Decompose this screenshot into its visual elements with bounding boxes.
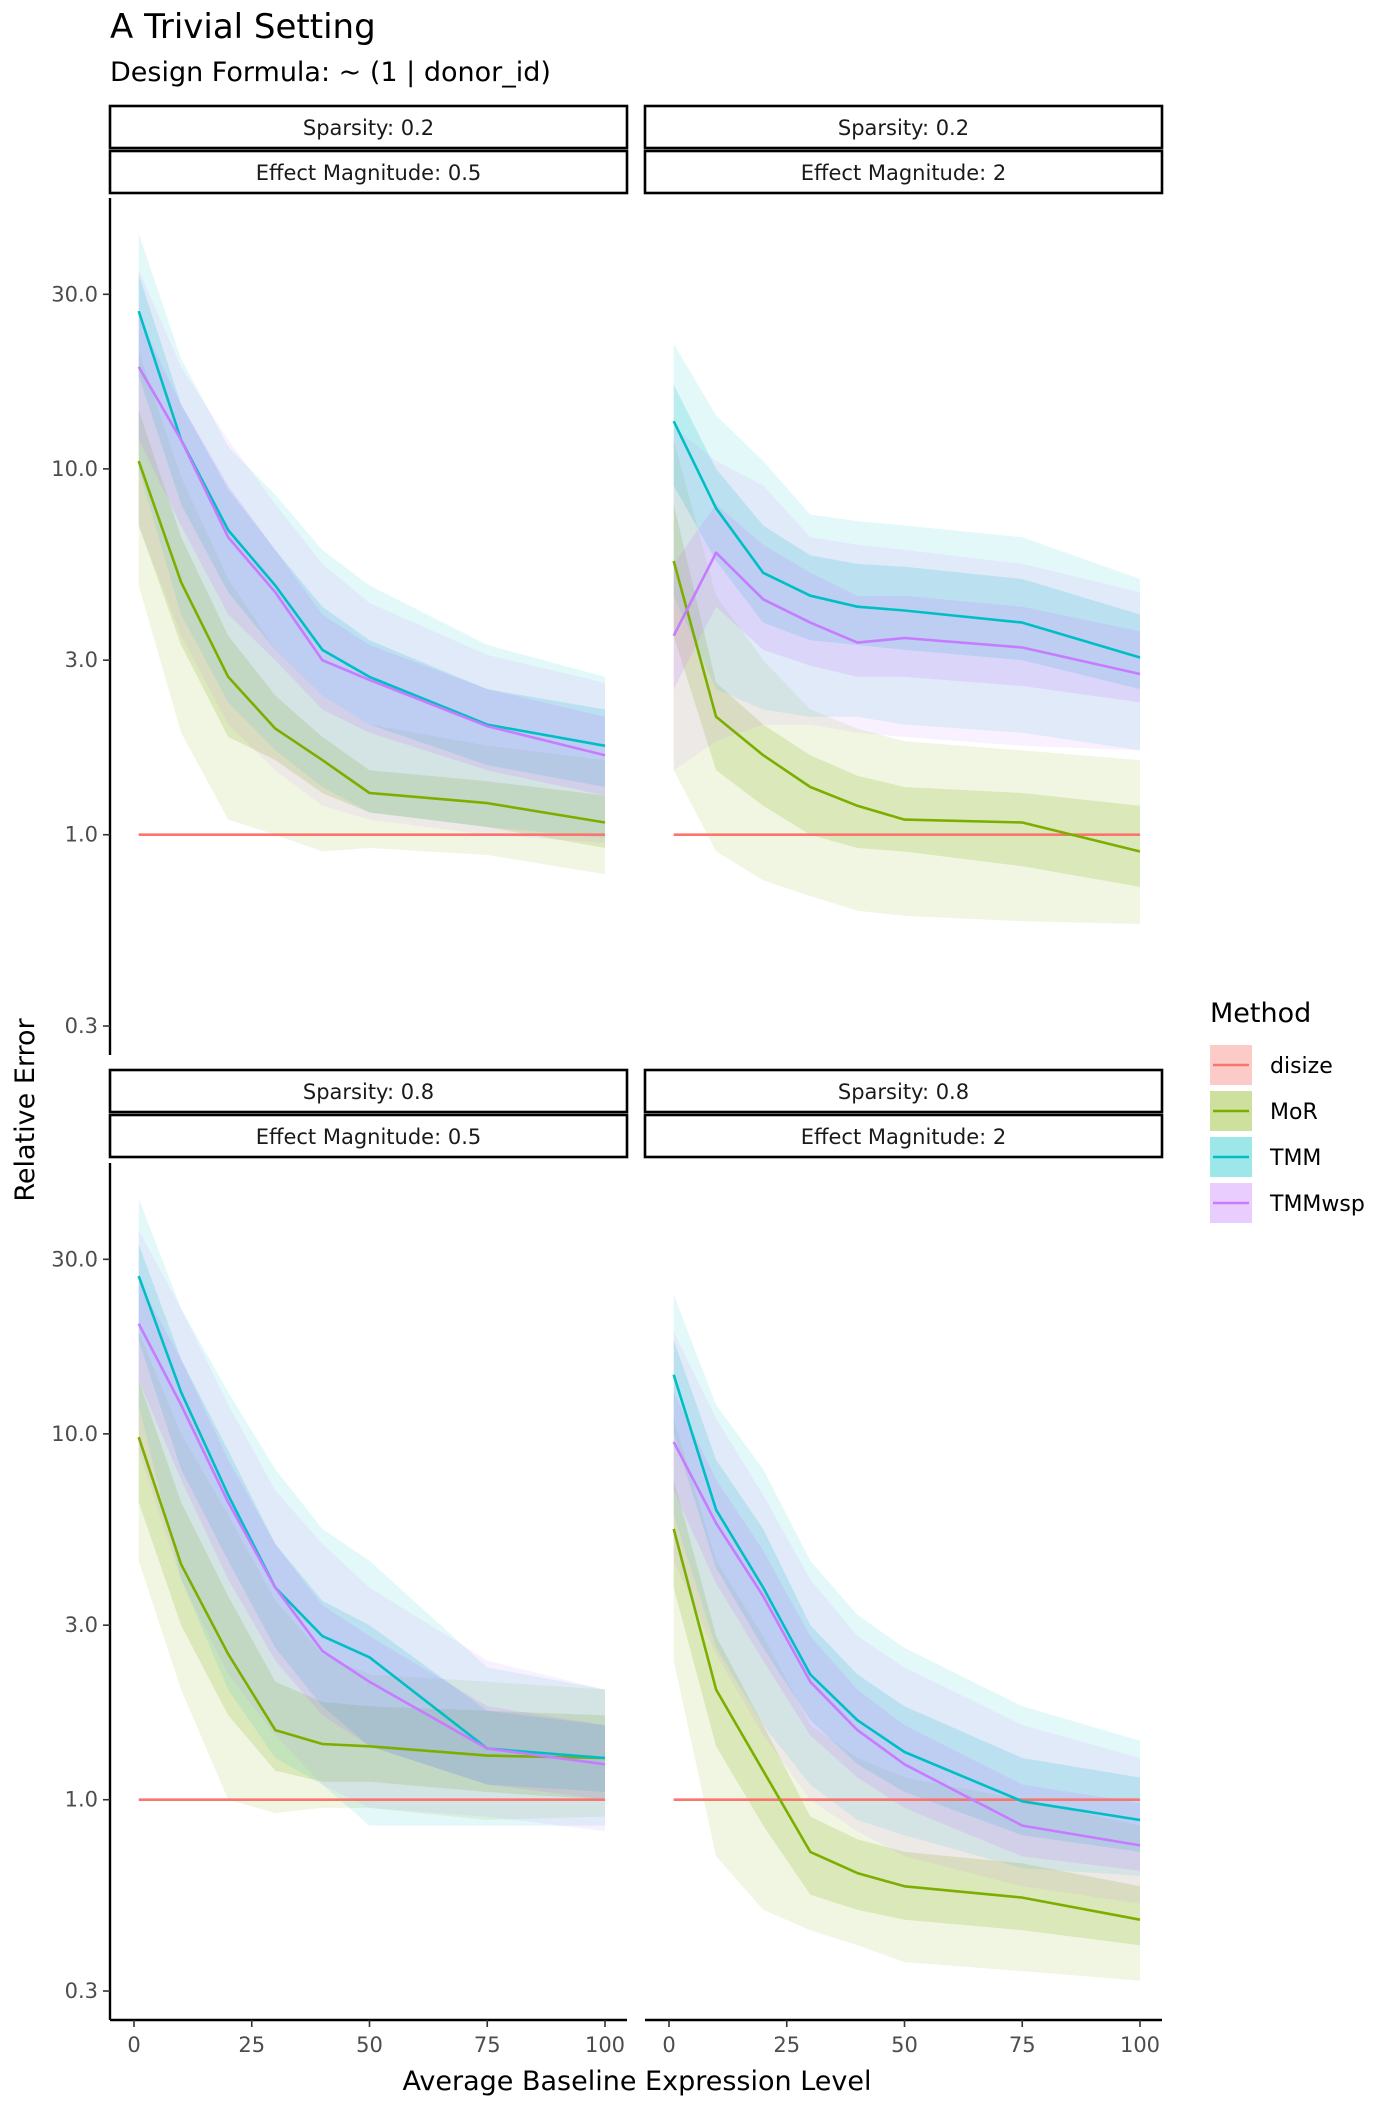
y-tick-label: 1.0 — [65, 1788, 98, 1812]
TMMwsp-outer-ribbon — [673, 1331, 1140, 1904]
facet-panel: Sparsity: 0.8 Effect Magnitude: 0.5 — [108, 1068, 629, 1832]
legend-item-disize: disize — [1210, 1045, 1333, 1085]
x-tick-label: 0 — [127, 2033, 140, 2057]
legend-label-tmmwsp: TMMwsp — [1269, 1192, 1365, 1217]
x-tick-label: 100 — [585, 2033, 625, 2057]
y-tick-label: 10.0 — [51, 1422, 98, 1446]
legend-item-tmmwsp: TMMwsp — [1210, 1183, 1365, 1223]
TMMwsp-outer-ribbon — [138, 269, 605, 843]
facet-panel: Sparsity: 0.8 Effect Magnitude: 2 — [643, 1068, 1164, 1981]
x-tick-label: 50 — [356, 2033, 383, 2057]
MoR-outer-ribbon — [673, 1418, 1140, 1981]
y-tick-label: 3.0 — [65, 1613, 98, 1637]
x-tick-label: 50 — [891, 2033, 918, 2057]
TMMwsp-inner-ribbon — [673, 1392, 1140, 1871]
y-tick-label: 1.0 — [65, 823, 98, 847]
strip-sparsity-label: Sparsity: 0.8 — [838, 1080, 969, 1104]
legend-item-tmm: TMM — [1210, 1137, 1321, 1177]
legend-items: disize MoR TMM TMMwsp — [1210, 1045, 1365, 1223]
facet-panel: Sparsity: 0.2 Effect Magnitude: 2 — [643, 104, 1164, 924]
TMM-outer-ribbon — [138, 233, 605, 838]
y-tick-label: 3.0 — [65, 648, 98, 672]
strip-sparsity-box — [643, 1068, 1164, 1114]
TMM-outer-ribbon — [673, 1294, 1140, 1876]
chart-title: A Trivial Setting — [110, 7, 376, 47]
x-tick-label: 25 — [238, 2033, 265, 2057]
TMM-inner-ribbon — [138, 274, 605, 787]
TMMwsp-line — [672, 551, 1141, 676]
y-tick-label: 10.0 — [51, 457, 98, 481]
y-axis-title: Relative Error — [10, 1017, 41, 1201]
TMM-line — [672, 1374, 1141, 1822]
y-tick-label: 0.3 — [65, 1014, 98, 1038]
MoR-line — [672, 560, 1141, 853]
strip-effect-box — [643, 1113, 1164, 1159]
x-tick-label: 100 — [1120, 2033, 1160, 2057]
strip-sparsity-box — [108, 104, 629, 150]
TMMwsp-outer-ribbon — [673, 427, 1140, 771]
legend-label-disize: disize — [1270, 1054, 1333, 1079]
TMMwsp-inner-ribbon — [138, 1282, 605, 1800]
strip-effect-box — [108, 1113, 629, 1159]
strip-sparsity-box — [108, 1068, 629, 1114]
legend-title: Method — [1210, 998, 1311, 1029]
TMMwsp-inner-ribbon — [673, 504, 1140, 703]
TMM-line — [137, 1275, 606, 1760]
legend-item-mor: MoR — [1210, 1091, 1318, 1131]
strip-sparsity-label: Sparsity: 0.8 — [303, 1080, 434, 1104]
strip-sparsity-box — [643, 104, 1164, 150]
TMMwsp-outer-ribbon — [138, 1230, 605, 1832]
MoR-outer-ribbon — [138, 351, 605, 875]
strip-effect-label: Effect Magnitude: 2 — [801, 1125, 1006, 1149]
strip-effect-label: Effect Magnitude: 2 — [801, 161, 1006, 185]
y-tick-label: 30.0 — [51, 282, 98, 306]
y-tick-label: 0.3 — [65, 1979, 98, 2003]
axes: 0.3 1.0 3.0 10.0 30.0 0.3 1.0 3.0 10.0 30.0 0 25 50 7… — [51, 198, 1162, 2057]
MoR-inner-ribbon — [138, 409, 605, 848]
strip-sparsity-label: Sparsity: 0.2 — [303, 116, 434, 140]
x-tick-label: 75 — [1009, 2033, 1036, 2057]
strip-effect-label: Effect Magnitude: 0.5 — [256, 161, 482, 185]
strip-effect-box — [108, 149, 629, 195]
legend-label-mor: MoR — [1270, 1100, 1318, 1125]
legend: Method disize MoR TMM TMMwsp — [1210, 998, 1365, 1223]
MoR-line — [137, 1436, 606, 1760]
MoR-line — [672, 1528, 1141, 1921]
legend-label-tmm: TMM — [1269, 1146, 1321, 1171]
TMMwsp-line — [137, 1323, 606, 1766]
MoR-inner-ribbon — [673, 1479, 1140, 1946]
TMMwsp-inner-ribbon — [138, 317, 605, 796]
x-tick-label: 0 — [662, 2033, 675, 2057]
MoR-inner-ribbon — [138, 1380, 605, 1800]
TMMwsp-line — [672, 1441, 1141, 1847]
strip-effect-label: Effect Magnitude: 0.5 — [256, 1125, 482, 1149]
TMMwsp-line — [137, 366, 606, 757]
TMM-line — [672, 420, 1141, 659]
MoR-outer-ribbon — [673, 439, 1140, 924]
strip-sparsity-label: Sparsity: 0.2 — [838, 116, 969, 140]
y-tick-label: 30.0 — [51, 1247, 98, 1271]
chart-subtitle: Design Formula: ~ (1 | donor_id) — [110, 57, 551, 88]
x-tick-label: 25 — [773, 2033, 800, 2057]
MoR-line — [137, 460, 606, 824]
facet-panel: Sparsity: 0.2 Effect Magnitude: 0.5 — [108, 104, 629, 875]
TMM-outer-ribbon — [138, 1198, 605, 1826]
x-tick-label: 75 — [474, 2033, 501, 2057]
strip-effect-box — [643, 149, 1164, 195]
MoR-inner-ribbon — [673, 504, 1140, 887]
x-axis-title: Average Baseline Expression Level — [403, 2066, 872, 2097]
